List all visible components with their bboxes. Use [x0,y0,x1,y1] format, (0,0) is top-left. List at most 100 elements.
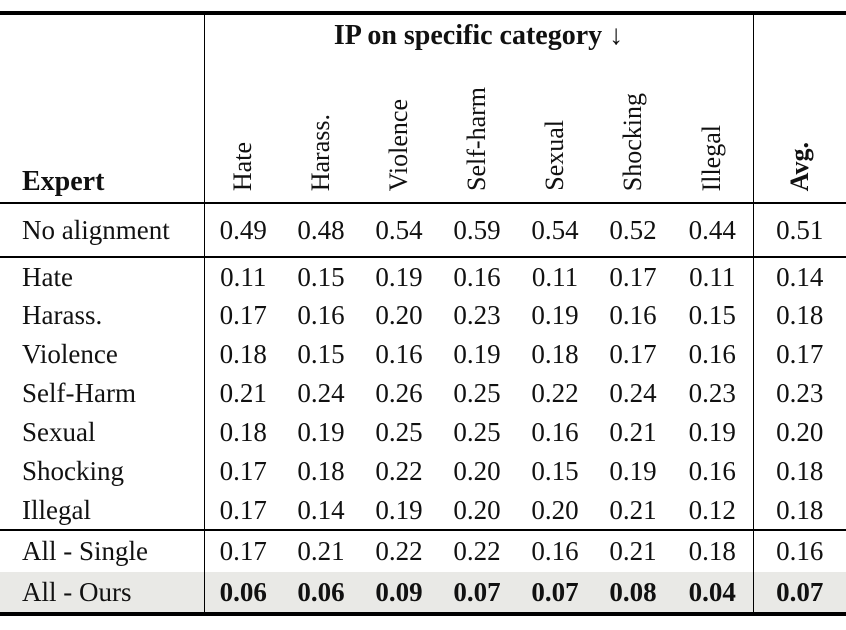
cell-value: 0.24 [609,378,657,408]
cell-value: 0.11 [516,256,594,296]
cell-value: 0.17 [594,256,672,296]
table-row: All - Ours 0.06 0.06 0.09 0.07 0.07 0.08 0.04 0.… [0,572,846,614]
cell-value: 0.16 [688,339,736,369]
table-row: Harass. 0.17 0.16 0.20 0.23 0.19 0.16 0.15 0.18 [0,296,846,335]
cell-value: 0.20 [453,456,501,486]
cell-value: 0.19 [609,456,657,486]
cell-value: 0.19 [453,339,501,369]
cell-value: 0.52 [609,214,657,245]
cell-value: 0.16 [375,339,423,369]
cell-value: 0.19 [688,417,736,447]
cell-value: 0.54 [375,214,423,245]
table-row: Shocking 0.17 0.18 0.22 0.20 0.15 0.19 0.16 0.18 [0,452,846,491]
column-header-illegal: Illegal [672,57,753,204]
cell-value: 0.17 [203,452,282,491]
cell-value: 0.15 [297,339,345,369]
cell-value: 0.06 [282,572,360,614]
cell-value: 0.11 [203,256,282,296]
cell-value: 0.18 [297,456,345,486]
cell-value: 0.48 [297,214,345,245]
cell-value: 0.21 [203,374,282,413]
cell-value: 0.22 [360,529,438,572]
column-header-label: Avg. [784,141,814,191]
cell-value: 0.22 [531,378,579,408]
cell-value: 0.21 [609,494,657,525]
table-row: Violence 0.18 0.15 0.16 0.19 0.18 0.17 0.16 0.17 [0,335,846,374]
cell-value: 0.22 [438,529,516,572]
table-row: All - Single 0.17 0.21 0.22 0.22 0.16 0.21 0.18… [0,529,846,572]
cell-value: 0.15 [531,456,579,486]
column-header-violence: Violence [360,57,438,204]
cell-value: 0.24 [297,378,345,408]
results-table: IP on specific category ↓ Expert Hate Ha… [0,11,846,616]
cell-value: 0.18 [203,335,282,374]
cell-value: 0.18 [672,529,753,572]
cell-value: 0.20 [375,300,423,330]
cell-value: 0.15 [282,256,360,296]
row-label: All - Ours [0,572,204,614]
table-row: Self-Harm 0.21 0.24 0.26 0.25 0.22 0.24 0.23 0.2… [0,374,846,413]
cell-value: 0.11 [672,256,753,296]
row-label: Hate [0,256,204,296]
row-label: Violence [22,339,118,369]
column-header-shocking: Shocking [594,57,672,204]
avg-value: 0.23 [752,374,846,413]
row-label: Self-Harm [22,378,136,408]
row-label: All - Single [0,529,204,572]
cell-value: 0.17 [609,339,657,369]
avg-value: 0.14 [752,256,846,296]
column-header-label: Shocking [618,92,647,191]
column-header-harass: Harass. [282,57,360,204]
avg-value: 0.20 [752,413,846,452]
column-header-label: Hate [228,141,258,191]
cell-value: 0.19 [297,417,345,447]
cell-value: 0.12 [688,494,736,525]
cell-value: 0.16 [531,417,579,447]
cell-value: 0.17 [203,296,282,335]
cell-value: 0.54 [531,214,579,245]
column-header-label: Harass. [306,113,335,191]
cell-value: 0.06 [203,572,282,614]
column-header-row: Expert Hate Harass. Violence Self-harm S… [0,57,846,204]
cell-value: 0.14 [297,494,345,525]
cell-value: 0.16 [688,456,736,486]
cell-value: 0.25 [453,378,501,408]
column-header-selfharm: Self-harm [438,57,516,204]
paper-page: IP on specific category ↓ Expert Hate Ha… [0,11,846,616]
cell-value: 0.25 [453,417,501,447]
row-label: Shocking [22,456,125,486]
cell-value: 0.16 [297,300,345,330]
column-header-label: Sexual [540,120,569,191]
table-header: IP on specific category ↓ Expert Hate Ha… [0,13,846,204]
cell-value: 0.26 [375,378,423,408]
avg-value: 0.51 [752,203,846,257]
table-row: Sexual 0.18 0.19 0.25 0.25 0.16 0.21 0.19 0.20 [0,413,846,452]
cell-value: 0.19 [360,256,438,296]
cell-value: 0.21 [609,417,657,447]
column-header-hate: Hate [203,57,282,204]
cell-value: 0.08 [594,572,672,614]
cell-value: 0.17 [203,491,282,530]
cell-value: 0.44 [688,214,736,245]
cell-value: 0.23 [688,378,736,408]
cell-value: 0.17 [203,529,282,572]
cell-value: 0.20 [453,494,501,525]
cell-value: 0.21 [282,529,360,572]
column-header-label: Self-harm [462,87,491,191]
row-label: Illegal [22,494,91,525]
cell-value: 0.07 [438,572,516,614]
cell-value: 0.22 [375,456,423,486]
table-row: Hate 0.11 0.15 0.19 0.16 0.11 0.17 0.11 0.14 [0,256,846,296]
cell-value: 0.04 [672,572,753,614]
cell-value: 0.18 [531,339,579,369]
cell-value: 0.16 [438,256,516,296]
cell-value: 0.15 [688,300,736,330]
table-row: No alignment 0.49 0.48 0.54 0.59 0.54 0.52 0.44… [0,203,846,257]
table-body: No alignment 0.49 0.48 0.54 0.59 0.54 0.52 0.44… [0,203,846,614]
cell-value: 0.16 [516,529,594,572]
cell-value: 0.16 [609,300,657,330]
cell-value: 0.59 [453,214,501,245]
avg-value: 0.18 [752,452,846,491]
cell-value: 0.09 [360,572,438,614]
cell-value: 0.19 [531,300,579,330]
